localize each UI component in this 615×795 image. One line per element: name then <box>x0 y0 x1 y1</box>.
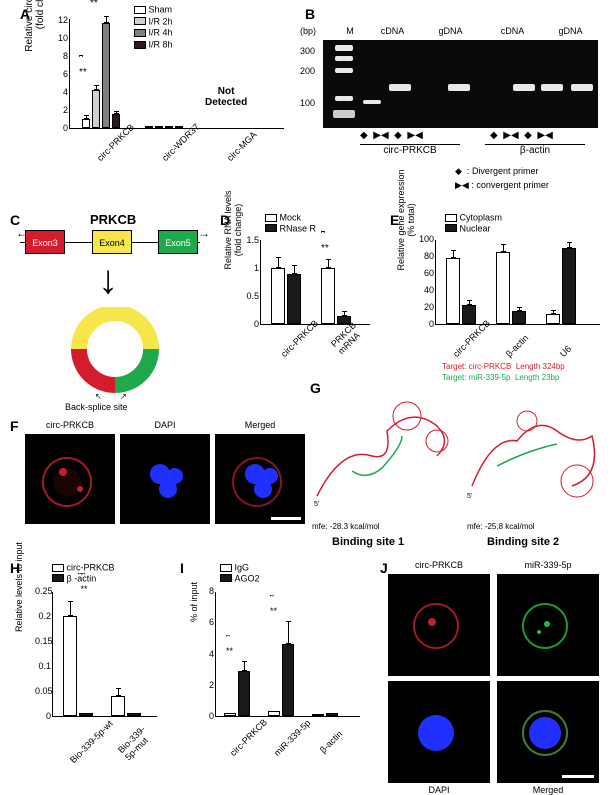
panel-a-chart: 0 2 4 6 8 10 12 Relative circRNA levels(… <box>69 19 284 129</box>
panel-c: PRKCB ← → Exon3 Exon4 Exon5 ↓ ↖ ↗ Back-s… <box>10 212 220 412</box>
panel-e-chart: 0 20 40 60 80 100 Relative gene expressi… <box>435 240 600 325</box>
svg-text:5': 5' <box>467 493 472 500</box>
panel-h: circ-PRKCB β -actin 0 0.05 0.1 0.15 0.2 … <box>10 560 170 790</box>
panel-j: circ-PRKCB miR-339-5p DAPI Merged <box>380 560 610 790</box>
panel-e: Cytoplasm Nuclear 0 20 40 60 80 100 Rela… <box>390 212 605 372</box>
not-detected-label: NotDetected <box>205 86 247 108</box>
panel-a: Sham I/R 2h I/R 4h I/R 8h 0 2 4 6 8 10 1… <box>24 4 289 169</box>
panel-i-chart: 0 2 4 6 8 % of input ⎴** ⎴** circ-PRKCB … <box>215 592 360 717</box>
svg-text:5': 5' <box>314 501 319 508</box>
fish-j-mir <box>497 574 599 676</box>
circ-schematic: ↖ ↗ <box>60 307 170 407</box>
fish-j-dapi <box>388 681 490 783</box>
svg-text:↗: ↗ <box>120 392 127 401</box>
fish-merged <box>215 434 305 524</box>
panel-d: Mock RNase R 0 0.5 1 1.5 Relative RNA le… <box>220 212 380 372</box>
panel-f: circ-PRKCB DAPI Merged <box>10 418 300 528</box>
panel-g: Target: circ-PRKCB Length 324bp Target: … <box>312 370 612 555</box>
fish-dapi <box>120 434 210 524</box>
panel-d-chart: 0 0.5 1 1.5 Relative RNA levels(fold cha… <box>260 240 370 325</box>
rna-structure-2: 5' <box>462 386 612 526</box>
gel-image <box>323 40 598 128</box>
svg-text:↖: ↖ <box>95 392 102 401</box>
panel-h-chart: 0 0.05 0.1 0.15 0.2 0.25 Relative levels… <box>52 592 157 717</box>
fish-j-merged <box>497 681 599 783</box>
fish-j-circ <box>388 574 490 676</box>
panel-b: (bp) 300 200 100 M cDNA gDNA cDNA gDNA ◆… <box>305 8 605 193</box>
fish-circ-prkcb <box>25 434 115 524</box>
rna-structure-1: 5' <box>312 386 462 526</box>
panel-a-ylabel: Relative circRNA levels(fold change) <box>24 0 46 60</box>
panel-i: IgG AGO2 0 2 4 6 8 % of input ⎴** ⎴** ci… <box>180 560 370 790</box>
